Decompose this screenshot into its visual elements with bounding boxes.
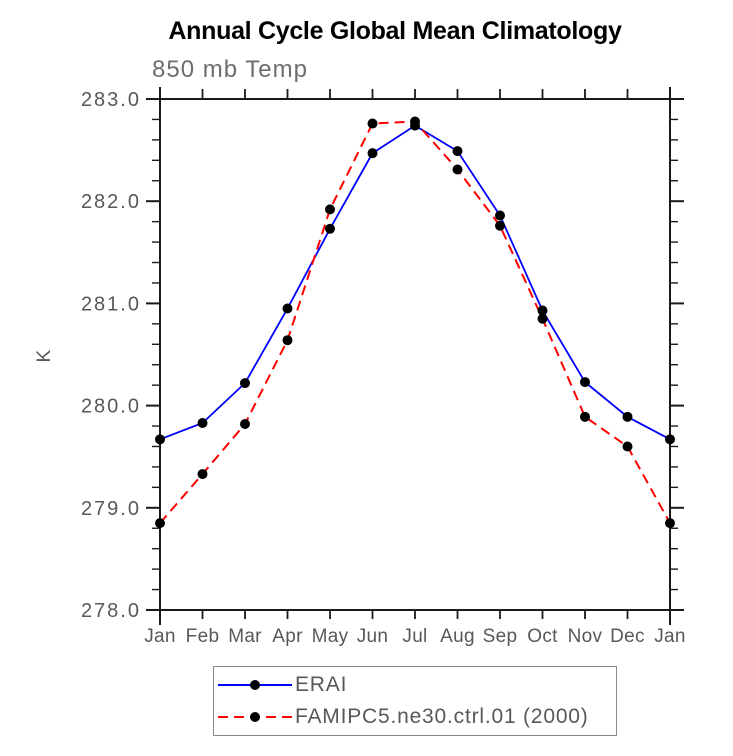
data-point-famipc5	[622, 441, 633, 452]
x-tick-label: Jan	[144, 626, 176, 647]
x-tick-label: Jan	[654, 626, 686, 647]
x-tick-label: Apr	[272, 626, 303, 647]
data-point-erai	[155, 434, 165, 445]
series-line-erai	[159, 124, 671, 441]
legend-item-famipc5: FAMIPC5.ne30.ctrl.01 (2000)	[214, 701, 616, 733]
y-axis-title: K	[34, 349, 55, 362]
data-point-famipc5	[537, 313, 548, 324]
y-tick-label: 281.0	[81, 293, 141, 315]
legend-sample-marker	[250, 680, 260, 690]
legend-line-sample-erai	[218, 680, 292, 690]
data-point-famipc5	[240, 418, 250, 429]
x-tick-label: Jun	[357, 626, 389, 647]
data-point-famipc5	[580, 411, 590, 422]
data-point-erai	[495, 210, 505, 221]
data-point-erai	[537, 305, 548, 316]
x-tick-label: Mar	[228, 626, 262, 647]
data-point-erai	[622, 411, 633, 422]
data-point-famipc5	[325, 204, 335, 215]
data-point-famipc5	[282, 335, 293, 346]
x-tick-label: Sep	[483, 626, 518, 647]
y-tick-label: 280.0	[81, 396, 141, 418]
x-tick-label: Nov	[568, 626, 603, 647]
legend-label-erai: ERAI	[295, 673, 348, 696]
x-tick-label: Oct	[527, 626, 558, 647]
chart-title: Annual Cycle Global Mean Climatology	[168, 17, 622, 45]
legend-sample-marker	[250, 712, 260, 722]
data-point-famipc5	[197, 469, 208, 480]
data-point-erai	[367, 148, 378, 159]
data-point-erai	[580, 377, 590, 388]
y-tick-label: 283.0	[81, 89, 141, 111]
chart-subtitle: 850 mb Temp	[152, 56, 308, 83]
legend: ERAI FAMIPC5.ne30.ctrl.01 (2000)	[213, 666, 617, 736]
data-point-famipc5	[367, 118, 378, 129]
data-point-famipc5	[410, 116, 420, 127]
series-line-famipc5	[159, 120, 671, 524]
data-point-famipc5	[452, 164, 463, 175]
data-point-famipc5	[155, 518, 165, 529]
data-point-famipc5	[495, 220, 505, 231]
data-point-erai	[452, 146, 463, 157]
x-tick-label: May	[312, 626, 349, 647]
plot-area: 278.0 279.0 280.0 281.0 282.0 283.0 Jan Feb Mar A…	[34, 87, 686, 647]
y-tick-label: 282.0	[81, 191, 141, 213]
legend-line-sample-famipc5	[218, 712, 292, 722]
y-tick-label: 278.0	[81, 600, 141, 622]
legend-item-erai: ERAI	[214, 669, 616, 701]
x-tick-label: Dec	[610, 626, 645, 647]
x-tick-label: Jul	[402, 626, 427, 647]
x-tick-label: Feb	[186, 626, 220, 647]
plot-frame	[159, 98, 671, 611]
legend-label-famipc5: FAMIPC5.ne30.ctrl.01 (2000)	[295, 705, 589, 728]
data-point-famipc5	[665, 518, 675, 529]
data-point-erai	[665, 434, 675, 445]
y-tick-label: 279.0	[81, 498, 141, 520]
data-point-erai	[325, 223, 335, 234]
data-point-erai	[197, 417, 208, 428]
x-tick-label: Aug	[440, 626, 475, 647]
data-point-erai	[282, 303, 293, 314]
data-point-erai	[240, 378, 250, 389]
